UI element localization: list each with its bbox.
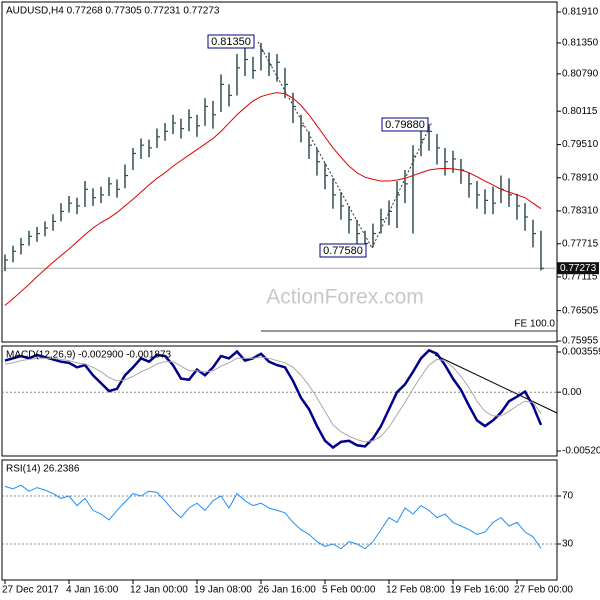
panel-frame [1,345,558,457]
wave-line [257,41,373,249]
y-tick-label: 70 [562,491,574,502]
y-tick-label: 0.78910 [562,172,599,183]
series-line [4,484,542,550]
annotation-box [319,243,367,258]
y-tick-label: 0.80790 [562,69,599,80]
x-tick-label: 12 Feb 08:00 [386,585,445,596]
x-tick-label: 12 Jan 00:00 [130,585,188,596]
watermark: ActionForex.com [266,286,424,309]
y-tick-label: 0.81350 [562,38,599,49]
last-price-box [557,262,599,275]
y-tick-label: 0.003559 [562,347,600,358]
y-tick-label: 30 [562,539,574,550]
y-tick-label: 0.77115 [562,272,598,283]
x-tick-label: 19 Jan 08:00 [194,585,252,596]
wave-line [371,121,433,249]
panel-title: AUDUSD,H4 0.77268 0.77305 0.77231 0.7727… [6,6,220,17]
y-tick-label: 0.76505 [562,305,599,316]
x-tick-label: 5 Feb 00:00 [322,585,376,596]
annotation-box [381,117,429,132]
y-tick-label: 0.77715 [562,238,599,249]
y-tick-label: 0.00 [562,387,582,398]
y-tick-label: 0.78310 [562,206,599,217]
panel-frame [1,459,558,581]
fe-label: FE 100.0 [514,319,555,330]
annotation: 0.79880 [385,119,425,131]
trend-line [434,354,558,414]
annotation-box [207,34,255,49]
panel-title: MACD(12,26,9) -0.002900 -0.001873 [6,350,172,361]
x-tick-label: 27 Dec 2017 [2,585,59,596]
series-line [4,356,542,443]
annotation: 0.81350 [211,36,251,48]
x-tick-label: 4 Jan 16:00 [66,585,119,596]
y-tick-label: 0.79510 [562,139,599,150]
last-price-label: 0.77273 [560,263,597,274]
y-tick-label: 0.81910 [562,7,599,18]
y-tick-label: 0.80115 [562,106,598,117]
x-tick-label: 19 Feb 16:00 [450,585,509,596]
panel-frame [1,1,558,343]
panel-title: RSI(14) 26.2386 [6,464,80,475]
x-tick-label: 26 Jan 16:00 [258,585,316,596]
y-tick-label: -0.005207 [562,446,600,457]
moving-average [4,92,542,306]
annotation: 0.77580 [323,245,363,257]
series-line [4,348,543,450]
x-tick-label: 27 Feb 00:00 [514,585,573,596]
y-tick-label: 0.75955 [562,336,599,347]
